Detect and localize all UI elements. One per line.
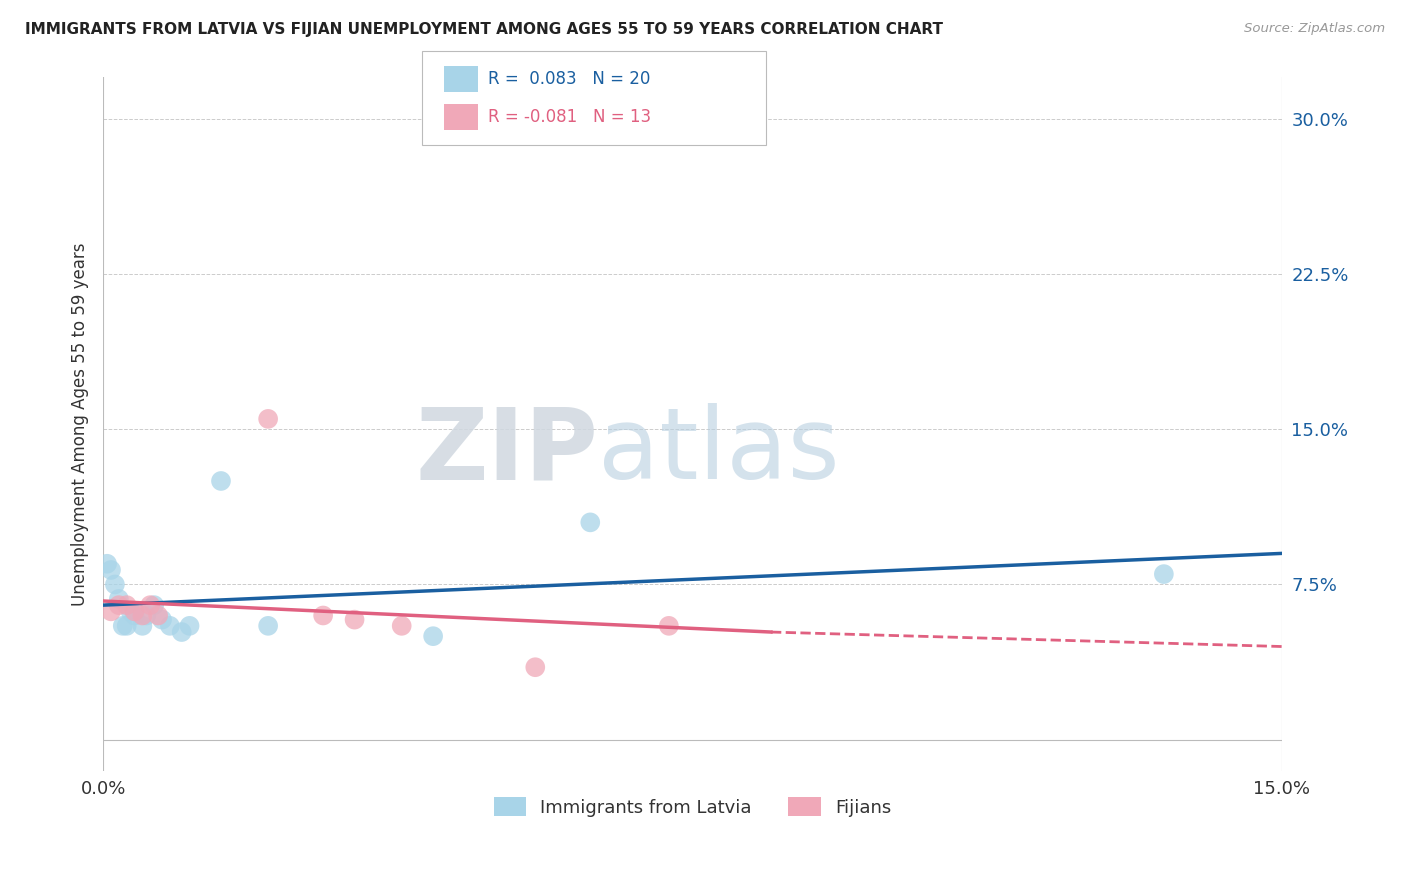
Point	[131, 608, 153, 623]
Point	[104, 577, 127, 591]
Point	[146, 608, 169, 623]
Text: atlas: atlas	[598, 403, 839, 500]
Point	[108, 591, 131, 606]
Point	[170, 625, 193, 640]
Text: ZIP: ZIP	[415, 403, 598, 500]
Point	[524, 660, 547, 674]
Point	[139, 598, 162, 612]
Point	[343, 613, 366, 627]
Point	[257, 619, 280, 633]
Point	[131, 619, 153, 633]
Text: IMMIGRANTS FROM LATVIA VS FIJIAN UNEMPLOYMENT AMONG AGES 55 TO 59 YEARS CORRELAT: IMMIGRANTS FROM LATVIA VS FIJIAN UNEMPLO…	[25, 22, 943, 37]
Point	[100, 604, 122, 618]
Point	[96, 557, 118, 571]
Point	[150, 613, 173, 627]
Point	[124, 608, 146, 623]
Point	[257, 412, 280, 426]
Point	[209, 474, 232, 488]
Point	[422, 629, 444, 643]
Point	[658, 619, 681, 633]
Point	[1153, 567, 1175, 582]
Point	[115, 619, 138, 633]
Point	[115, 598, 138, 612]
Point	[124, 604, 146, 618]
Point	[579, 516, 602, 530]
Point	[120, 604, 142, 618]
Legend: Immigrants from Latvia, Fijians: Immigrants from Latvia, Fijians	[486, 790, 898, 824]
Text: Source: ZipAtlas.com: Source: ZipAtlas.com	[1244, 22, 1385, 36]
Point	[108, 598, 131, 612]
Point	[143, 598, 166, 612]
Point	[111, 619, 134, 633]
Y-axis label: Unemployment Among Ages 55 to 59 years: Unemployment Among Ages 55 to 59 years	[72, 243, 89, 606]
Point	[312, 608, 335, 623]
Text: R =  0.083   N = 20: R = 0.083 N = 20	[488, 70, 650, 88]
Point	[100, 563, 122, 577]
Text: R = -0.081   N = 13: R = -0.081 N = 13	[488, 108, 651, 126]
Point	[135, 608, 157, 623]
Point	[179, 619, 201, 633]
Point	[391, 619, 413, 633]
Point	[159, 619, 181, 633]
